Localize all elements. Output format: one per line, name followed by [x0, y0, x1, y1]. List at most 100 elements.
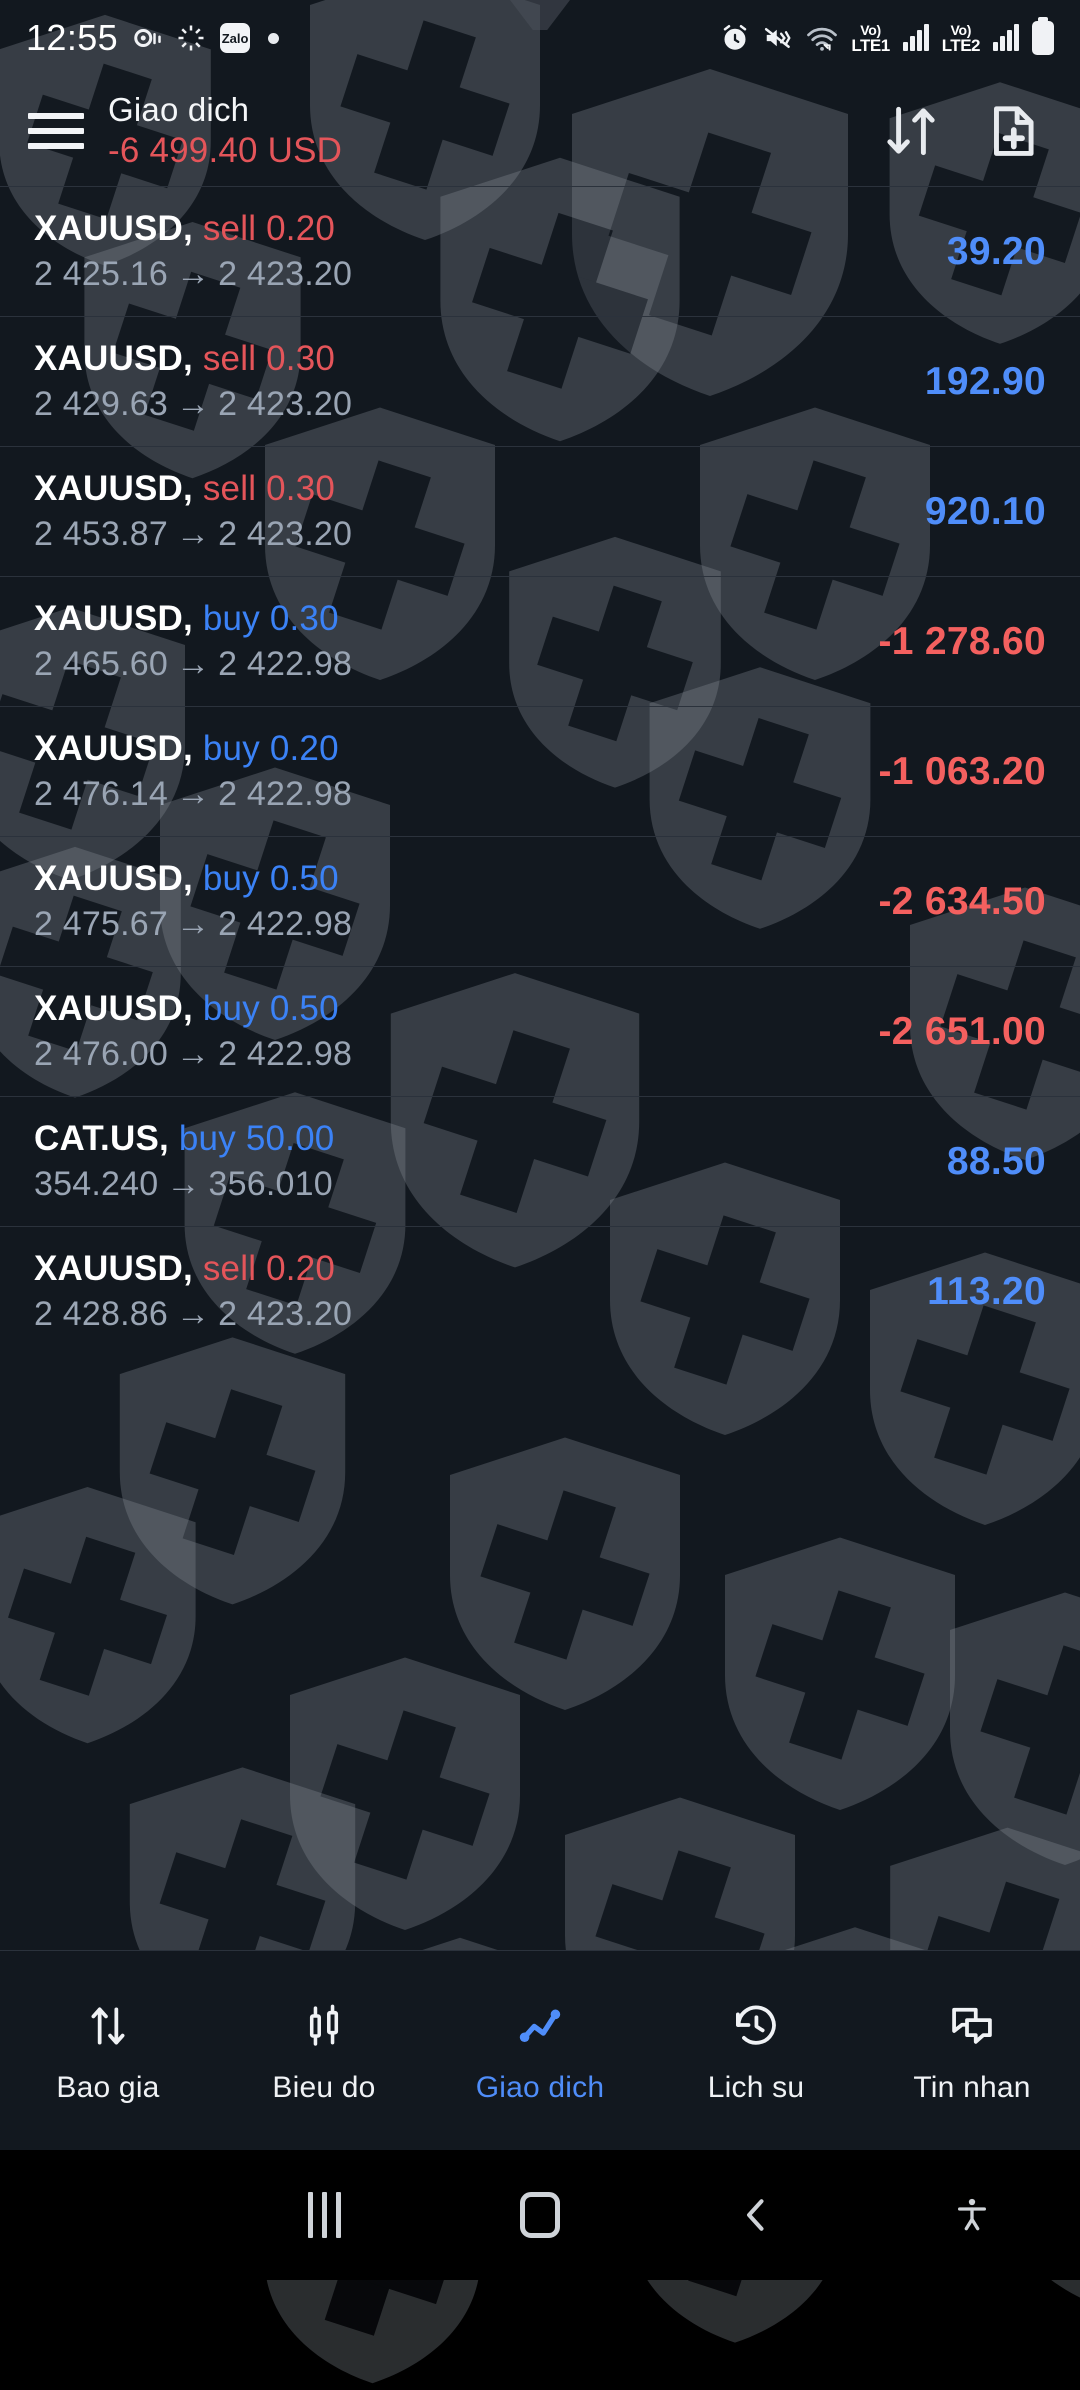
- row-divider: [0, 446, 1080, 447]
- nav-label-charts: Bieu do: [272, 2070, 376, 2104]
- row-divider: [0, 706, 1080, 707]
- trade-row[interactable]: XAUUSD, buy 0.50 2 475.67 → 2 422.98 -2 634.…: [0, 837, 1080, 966]
- page-title: Giao dich: [108, 90, 250, 128]
- trade-profit: 920.10: [924, 489, 1046, 533]
- trade-profit: 88.50: [946, 1139, 1046, 1183]
- chat-bubbles-icon: [947, 1997, 997, 2055]
- trade-row-title: XAUUSD, sell 0.20: [34, 208, 947, 250]
- trade-open-price: 2 475.67: [34, 905, 168, 944]
- trade-profit: 192.90: [924, 359, 1046, 403]
- trade-price-transition: 2 453.87 → 2 423.20: [34, 514, 925, 555]
- trade-row[interactable]: CAT.US, buy 50.00 354.240 → 356.010 88.50: [0, 1097, 1080, 1226]
- trade-row-title: XAUUSD, buy 0.30: [34, 598, 879, 640]
- trade-close-price: 2 422.98: [218, 905, 353, 944]
- alarm-icon: [720, 23, 750, 53]
- trade-row[interactable]: XAUUSD, buy 0.20 2 476.14 → 2 422.98 -1 063.…: [0, 707, 1080, 836]
- trade-row-details: XAUUSD, buy 0.50 2 476.00 → 2 422.98: [34, 988, 879, 1075]
- arrow-right-icon: →: [175, 1035, 211, 1074]
- up-down-arrows-icon: [83, 1997, 133, 2055]
- trade-symbol: XAUUSD,: [34, 989, 193, 1029]
- trade-row-title: XAUUSD, buy 0.20: [34, 728, 879, 770]
- trade-open-price: 2 476.00: [34, 1035, 168, 1074]
- trade-row[interactable]: XAUUSD, sell 0.20 2 428.86 → 2 423.20 113.20: [0, 1227, 1080, 1356]
- trade-row[interactable]: XAUUSD, buy 0.50 2 476.00 → 2 422.98 -2 651.…: [0, 967, 1080, 1096]
- arrow-right-icon: →: [175, 645, 211, 684]
- trade-close-price: 2 422.98: [218, 645, 353, 684]
- trade-close-price: 2 422.98: [218, 775, 353, 814]
- nav-tab-quotes[interactable]: Bao gia: [0, 1997, 216, 2105]
- trade-profit: -2 651.00: [878, 1009, 1046, 1053]
- nav-label-quotes: Bao gia: [56, 2070, 160, 2104]
- trade-row-details: XAUUSD, buy 0.50 2 475.67 → 2 422.98: [34, 858, 879, 945]
- trade-row-title: XAUUSD, sell 0.20: [34, 1248, 927, 1290]
- trade-close-price: 2 423.20: [218, 385, 353, 424]
- arrow-right-icon: →: [175, 905, 211, 944]
- trade-volume: 0.50: [269, 989, 339, 1029]
- bottom-navigation-bar: Bao gia Bieu do Giao dich: [0, 1950, 1080, 2150]
- nav-label-history: Lich su: [707, 2070, 805, 2104]
- trade-row[interactable]: XAUUSD, sell 0.20 2 425.16 → 2 423.20 39.20: [0, 187, 1080, 316]
- arrow-right-icon: →: [175, 775, 211, 814]
- sort-arrows-icon[interactable]: [880, 100, 942, 162]
- trade-volume: 0.30: [269, 599, 339, 639]
- arrow-right-icon: →: [175, 385, 211, 424]
- hamburger-menu-icon[interactable]: [28, 113, 84, 149]
- wifi-icon: [806, 23, 838, 53]
- trade-symbol: XAUUSD,: [34, 729, 193, 769]
- trade-line-icon: [515, 1997, 565, 2055]
- trade-symbol: XAUUSD,: [34, 339, 193, 379]
- open-positions-list[interactable]: XAUUSD, sell 0.20 2 425.16 → 2 423.20 39.20 X…: [0, 186, 1080, 1950]
- trade-profit: -1 063.20: [878, 749, 1046, 793]
- trade-open-price: 354.240: [34, 1165, 159, 1204]
- row-divider: [0, 186, 1080, 187]
- trade-row[interactable]: XAUUSD, sell 0.30 2 453.87 → 2 423.20 920.10: [0, 447, 1080, 576]
- sim2-network-indicator: Vo) LTE2: [941, 21, 981, 55]
- trade-row[interactable]: XAUUSD, sell 0.30 2 429.63 → 2 423.20 192.90: [0, 317, 1080, 446]
- back-icon[interactable]: [648, 2191, 864, 2239]
- trade-direction: sell: [202, 1249, 257, 1289]
- trade-close-price: 2 423.20: [218, 255, 353, 294]
- nav-label-trade: Giao dich: [475, 2070, 605, 2104]
- trade-open-price: 2 429.63: [34, 385, 168, 424]
- trade-price-transition: 2 476.14 → 2 422.98: [34, 774, 879, 815]
- trade-price-transition: 2 475.67 → 2 422.98: [34, 904, 879, 945]
- nav-label-messages: Tin nhan: [913, 2070, 1031, 2104]
- trade-direction: buy: [202, 989, 260, 1029]
- header-text-block: Giao dich -6 499.40 USD: [108, 91, 880, 171]
- trade-row-title: XAUUSD, buy 0.50: [34, 858, 879, 900]
- row-divider: [0, 316, 1080, 317]
- trade-row-title: XAUUSD, sell 0.30: [34, 468, 925, 510]
- trade-price-transition: 2 429.63 → 2 423.20: [34, 384, 925, 425]
- trade-row-title: XAUUSD, sell 0.30: [34, 338, 925, 380]
- account-balance: -6 499.40 USD: [108, 130, 343, 170]
- home-icon[interactable]: [432, 2192, 648, 2238]
- trade-symbol: XAUUSD,: [34, 1249, 193, 1289]
- status-time: 12:55: [26, 17, 119, 58]
- trade-price-transition: 2 428.86 → 2 423.20: [34, 1294, 927, 1335]
- trade-volume: 0.30: [266, 469, 336, 509]
- trade-price-transition: 2 425.16 → 2 423.20: [34, 254, 947, 295]
- trade-direction: sell: [202, 469, 257, 509]
- nav-tab-trade[interactable]: Giao dich: [432, 1997, 648, 2105]
- trade-row[interactable]: XAUUSD, buy 0.30 2 465.60 → 2 422.98 -1 278.…: [0, 577, 1080, 706]
- app-header: Giao dich -6 499.40 USD: [0, 76, 1080, 186]
- new-order-document-icon[interactable]: [982, 100, 1044, 162]
- trade-symbol: XAUUSD,: [34, 209, 193, 249]
- trade-direction: buy: [202, 859, 260, 899]
- accessibility-icon[interactable]: [864, 2191, 1080, 2239]
- trade-volume: 0.30: [266, 339, 336, 379]
- nav-tab-history[interactable]: Lich su: [648, 1997, 864, 2105]
- arrow-right-icon: →: [175, 515, 211, 554]
- trade-row-title: XAUUSD, buy 0.50: [34, 988, 879, 1030]
- nav-tab-charts[interactable]: Bieu do: [216, 1997, 432, 2105]
- trade-row-details: XAUUSD, sell 0.20 2 428.86 → 2 423.20: [34, 1248, 927, 1335]
- dot-icon: [268, 32, 280, 44]
- sim1-network-indicator: Vo) LTE1: [851, 21, 890, 55]
- recents-icon[interactable]: [216, 2192, 432, 2238]
- nav-tab-messages[interactable]: Tin nhan: [864, 1997, 1080, 2105]
- trade-direction: buy: [202, 729, 260, 769]
- trade-open-price: 2 425.16: [34, 255, 168, 294]
- trade-open-price: 2 465.60: [34, 645, 168, 684]
- sound-wave-icon: [132, 23, 162, 53]
- trade-symbol: CAT.US,: [34, 1119, 169, 1159]
